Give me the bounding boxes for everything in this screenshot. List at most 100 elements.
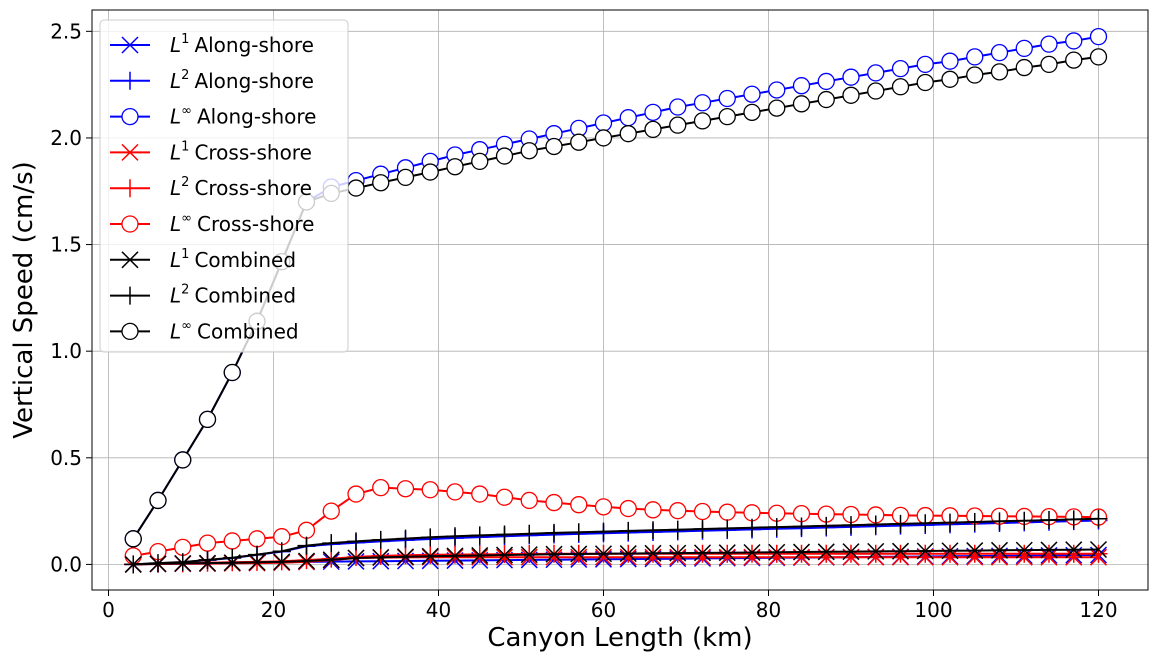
data-point [149,554,167,573]
data-point [941,544,959,563]
legend-series-name: Along-shore [194,69,313,93]
data-point [1040,544,1058,563]
data-point [966,66,984,84]
legend-label: L1 Combined [170,247,296,272]
data-point [471,152,489,171]
data-point [421,547,439,565]
data-point [1040,35,1058,53]
data-point [743,544,761,563]
data-point [941,52,959,70]
data-point [347,485,365,503]
data-point [743,543,761,562]
data-point [1065,32,1083,50]
data-point [768,543,786,561]
data-point [619,109,637,127]
legend-entry: L1 Combined [110,247,296,272]
data-point [1015,544,1034,563]
data-point [223,363,241,382]
data-point [767,544,786,563]
legend-series-name: Along-shore [197,105,316,129]
data-point [693,94,712,112]
data-point [495,525,514,544]
data-point [669,544,687,562]
data-point [1089,540,1108,559]
data-point [743,504,761,522]
data-point [570,133,588,151]
legend-norm-symbol: L [170,140,181,164]
data-point [495,488,514,506]
data-point [174,538,192,557]
data-point [545,545,563,563]
data-point [990,541,1009,559]
data-point [644,544,662,562]
legend-norm-symbol: L [170,319,181,343]
x-tick-label: 20 [261,598,286,622]
data-point [396,529,415,548]
legend-entry: L1 Along-shore [110,32,314,57]
data-point [347,532,365,551]
data-point [297,552,316,570]
data-point [619,499,637,518]
data-point [990,512,1009,531]
data-point [1040,541,1058,559]
legend-norm-symbol: L [170,105,181,129]
data-point [842,543,860,561]
data-point [545,137,563,156]
data-point [124,530,142,548]
data-point [693,544,712,562]
legend-series-name: Along-shore [194,33,313,57]
legend-label: L2 Combined [170,283,296,308]
data-point [990,544,1009,563]
data-point [198,410,217,429]
y-tick-label: 0.0 [50,552,82,576]
data-point [173,553,192,572]
legend-label: L2 Cross-shore [170,175,312,200]
data-point [347,179,365,197]
data-point [520,546,538,564]
data-point [792,543,811,561]
legend-series-name: Combined [194,284,296,308]
data-point [1015,39,1033,58]
series-line [133,517,1099,566]
data-point [223,548,242,567]
data-point [644,501,662,519]
y-tick-label: 1.5 [50,233,82,257]
data-point [619,521,638,540]
data-point [891,59,910,78]
legend-norm-symbol: L [170,248,181,272]
data-point [1064,510,1083,529]
legend-norm: ∞ [181,211,192,226]
data-point [941,542,959,560]
data-point [1065,51,1083,69]
data-point [966,48,984,66]
y-tick-label: 2.0 [50,126,82,150]
data-point [520,524,539,543]
data-point [842,516,860,535]
data-point [1089,544,1108,563]
data-point [446,483,464,501]
data-point [471,546,489,564]
data-point [471,485,489,503]
x-tick-label: 120 [1079,598,1117,622]
data-point [718,503,736,521]
legend-norm: 1 [181,139,189,154]
legend-norm: 2 [181,283,189,298]
data-point [718,107,736,126]
legend-norm: 1 [181,32,189,47]
series-line [133,486,1099,557]
data-point [322,534,341,553]
x-tick-label: 0 [102,598,115,622]
legend-marker [121,143,139,161]
data-point [495,147,514,165]
data-point [396,546,415,565]
data-point [1065,541,1083,559]
data-point [817,90,835,109]
legend-norm: 1 [181,247,189,262]
data-point [421,528,440,547]
legend-entry: L∞ Cross-shore [110,211,314,236]
data-point [545,523,563,542]
legend-label: L2 Along-shore [170,68,314,93]
x-tick-label: 60 [591,598,616,622]
x-tick-label: 80 [756,598,781,622]
